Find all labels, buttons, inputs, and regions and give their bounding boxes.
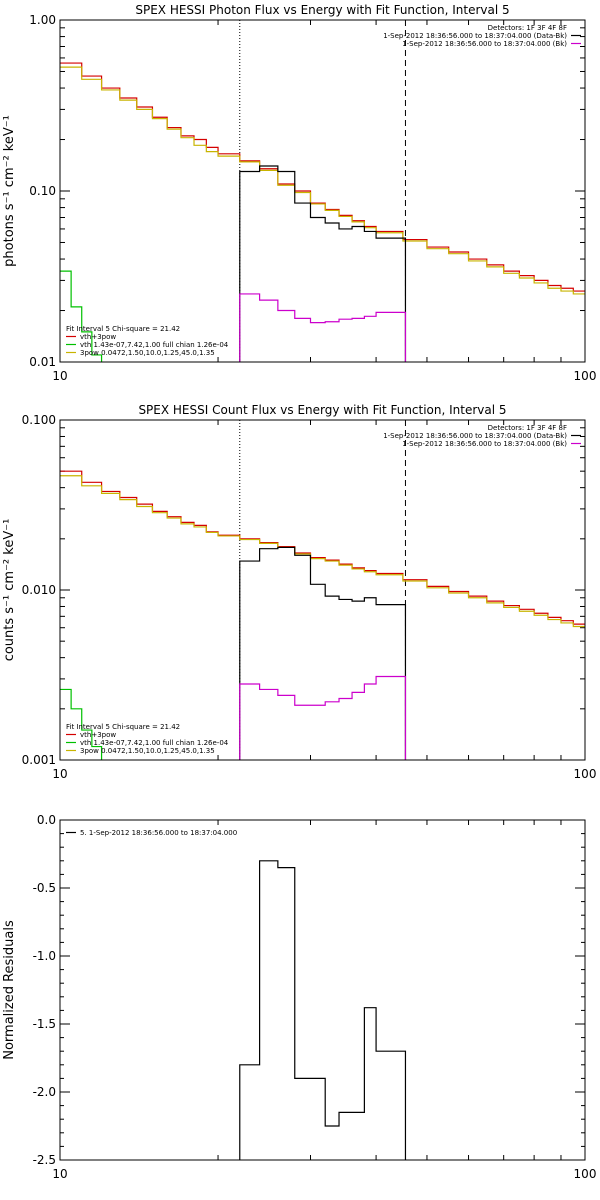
- y-tick-label: -2.5: [33, 1153, 56, 1167]
- series-vth-3pow: [60, 62, 585, 292]
- chart-panel-1: SPEX HESSI Photon Flux vs Energy with Fi…: [2, 3, 596, 383]
- y-tick-label: -1.0: [33, 949, 56, 963]
- x-tick-label: 100: [574, 767, 597, 781]
- legend: 5. 1-Sep-2012 18:36:56.000 to 18:37:04.0…: [66, 829, 237, 837]
- y-tick-label: 0.01: [29, 355, 56, 369]
- chart-panel-3: Normalized Residuals 0.0 -0.5 -1.0 -1.5 -2.0 -…: [2, 813, 596, 1181]
- legend-entry: Detectors: 1F 3F 4F 8F: [488, 424, 567, 432]
- x-tick-label: 10: [52, 369, 67, 383]
- x-tick-label: 100: [574, 369, 597, 383]
- series-3pow: [60, 66, 585, 295]
- legend-entry: 5. 1-Sep-2012 18:36:56.000 to 18:37:04.0…: [80, 829, 237, 837]
- legend: Fit Interval 5 Chi-square = 21.42vth+3po…: [66, 723, 229, 755]
- y-tick-label: 0.100: [22, 413, 56, 427]
- legend-header: Fit Interval 5 Chi-square = 21.42: [66, 723, 180, 731]
- plot-frame: [59, 19, 586, 363]
- y-tick-label: 0.010: [22, 583, 56, 597]
- y-axis-label: Normalized Residuals: [2, 920, 17, 1060]
- plot-frame: [59, 819, 586, 1161]
- minor-ticks: [60, 20, 585, 362]
- x-tick-label: 100: [574, 1167, 597, 1181]
- y-tick-label: 1.00: [29, 13, 56, 27]
- legend: Fit Interval 5 Chi-square = 21.42vth+3po…: [66, 325, 229, 357]
- legend: Detectors: 1F 3F 4F 8F1-Sep-2012 18:36:5…: [383, 24, 581, 48]
- series-group: [60, 470, 585, 760]
- series-group: [239, 860, 407, 1160]
- y-tick-label: 0.0: [37, 813, 56, 827]
- y-tick-label: 0.001: [22, 753, 56, 767]
- legend: Detectors: 1F 3F 4F 8F1-Sep-2012 18:36:5…: [383, 424, 581, 448]
- legend-entry: 1-Sep-2012 18:36:56.000 to 18:37:04.000 …: [402, 440, 567, 448]
- legend-entry: vth 1.43e-07,7.42,1.00 full chian 1.26e-…: [80, 739, 229, 747]
- series-vth-3pow: [60, 470, 585, 625]
- y-tick-label: -0.5: [33, 881, 56, 895]
- series-bk: [239, 293, 407, 362]
- legend-entry: Detectors: 1F 3F 4F 8F: [488, 24, 567, 32]
- series-vth: [60, 270, 103, 362]
- legend-entry: 1-Sep-2012 18:36:56.000 to 18:37:04.000 …: [383, 432, 567, 440]
- legend-entry: vth+3pow: [80, 333, 116, 341]
- series-data-bk: [239, 546, 407, 760]
- series-vth: [60, 688, 103, 760]
- x-tick-label: 10: [52, 767, 67, 781]
- y-axis-label: counts s⁻¹ cm⁻² keV⁻¹: [2, 519, 17, 662]
- legend-header: Fit Interval 5 Chi-square = 21.42: [66, 325, 180, 333]
- y-axis-label: photons s⁻¹ cm⁻² keV⁻¹: [2, 115, 17, 267]
- series-group: [60, 62, 585, 362]
- legend-entry: vth+3pow: [80, 731, 116, 739]
- minor-ticks: [60, 819, 585, 1161]
- chart-panel-2: SPEX HESSI Count Flux vs Energy with Fit…: [2, 403, 596, 781]
- series-3pow: [60, 475, 585, 628]
- x-tick-label: 10: [52, 1167, 67, 1181]
- chart-title: SPEX HESSI Photon Flux vs Energy with Fi…: [135, 3, 509, 17]
- minor-ticks: [60, 420, 585, 760]
- legend-entry: 3pow 0.0472,1.50,10.0,1.25,45.0,1.35: [80, 349, 215, 357]
- series-bk: [239, 675, 407, 760]
- y-tick-label: -2.0: [33, 1085, 56, 1099]
- y-tick-label: 0.10: [29, 184, 56, 198]
- legend-entry: 1-Sep-2012 18:36:56.000 to 18:37:04.000 …: [383, 32, 567, 40]
- series-data-bk: [239, 165, 407, 362]
- y-tick-label: -1.5: [33, 1017, 56, 1031]
- legend-entry: vth 1.43e-07,7.42,1.00 full chian 1.26e-…: [80, 341, 229, 349]
- series-5-: [239, 860, 407, 1160]
- legend-entry: 3pow 0.0472,1.50,10.0,1.25,45.0,1.35: [80, 747, 215, 755]
- plot-frame: [59, 419, 586, 761]
- chart-title: SPEX HESSI Count Flux vs Energy with Fit…: [138, 403, 506, 417]
- legend-entry: 1-Sep-2012 18:36:56.000 to 18:37:04.000 …: [402, 40, 567, 48]
